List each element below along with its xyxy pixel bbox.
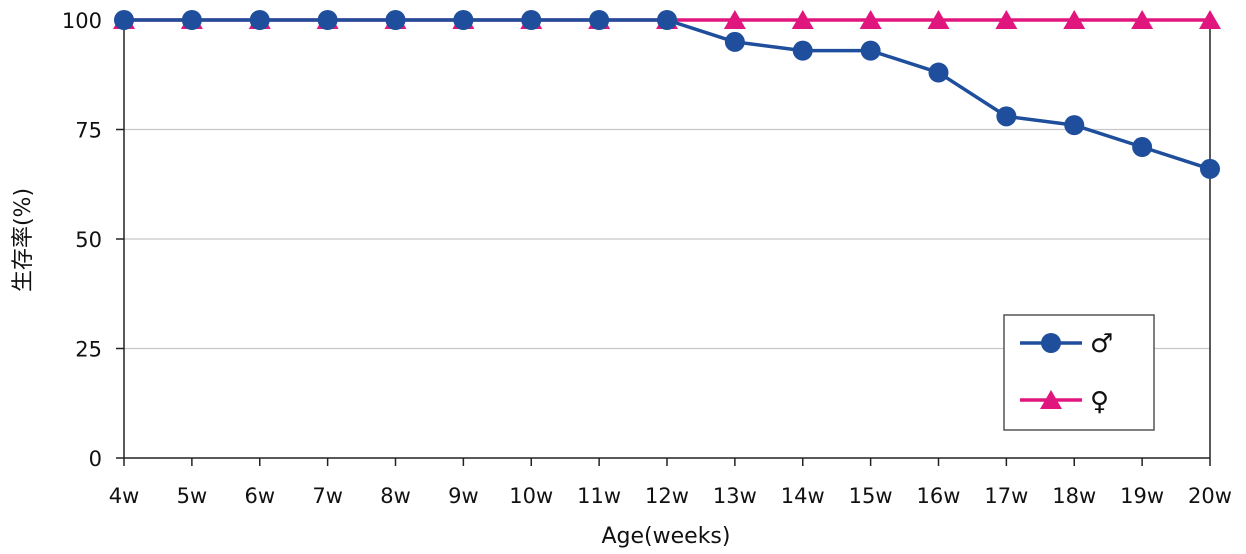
x-tick-label-16w: 16w [917,484,961,508]
axes [116,19,1211,466]
series-layer [113,10,1221,179]
point-male-13w [724,31,745,52]
point-male-14w [792,40,813,61]
legend-marker-female [1040,390,1062,409]
point-male-8w [385,10,406,30]
point-male-11w [589,10,610,30]
x-tick-label-14w: 14w [781,484,825,508]
legend: ♂ ♀ [1003,314,1155,431]
y-tick-label-50: 50 [75,228,102,252]
point-male-5w [181,10,202,30]
point-male-15w [860,40,881,61]
x-tick-label-7w: 7w [312,484,343,508]
y-tick-labels: 0 25 50 75 100 [62,9,102,471]
x-tick-label-8w: 8w [380,484,411,508]
x-tick-label-15w: 15w [849,484,893,508]
point-female-16w [927,10,950,29]
point-female-19w [1131,10,1154,29]
x-tick-label-5w: 5w [177,484,208,508]
x-tick-label-17w: 17w [984,484,1028,508]
x-tick-label-9w: 9w [448,484,479,508]
y-tick-label-75: 75 [75,119,102,143]
point-male-12w [657,10,677,30]
point-male-19w [1132,137,1153,158]
x-tick-label-13w: 13w [713,484,757,508]
point-female-13w [723,10,746,29]
point-male-16w [928,62,949,83]
gridlines [124,19,1210,350]
x-tick-label-4w: 4w [109,484,140,508]
x-tick-labels: 4w 5w 6w 7w 8w 9w 10w 11w 12w 13w 14w 15w 16w 17w 18w 1… [109,484,1232,508]
point-female-15w [859,10,882,29]
point-male-10w [521,10,542,30]
legend-box [1003,314,1155,431]
x-tick-label-19w: 19w [1120,484,1164,508]
point-male-6w [249,10,270,30]
x-tick-label-6w: 6w [244,484,275,508]
point-female-18w [1063,10,1086,29]
y-axis-title: 生存率(%) [11,188,36,292]
x-tick-label-10w: 10w [509,484,553,508]
y-tick-label-0: 0 [89,447,102,471]
point-female-14w [791,10,814,29]
x-tick-label-18w: 18w [1052,484,1096,508]
series-line-male [124,18,1211,171]
point-male-17w [996,106,1017,127]
x-axis-title: Age(weeks) [602,524,731,549]
point-male-18w [1064,115,1085,136]
point-male-20w [1200,158,1220,179]
legend-label-female: ♀ [1090,387,1109,417]
point-male-4w [114,10,134,30]
point-male-9w [453,10,474,30]
x-tick-label-11w: 11w [577,484,621,508]
point-female-20w [1199,10,1221,29]
x-tick-label-12w: 12w [645,484,689,508]
point-male-7w [317,10,338,30]
y-tick-label-25: 25 [75,338,102,362]
y-tick-label-100: 100 [62,9,102,33]
legend-label-male: ♂ [1090,329,1113,359]
x-tick-label-20w: 20w [1188,484,1232,508]
legend-marker-male [1041,333,1061,353]
point-female-17w [995,10,1018,29]
